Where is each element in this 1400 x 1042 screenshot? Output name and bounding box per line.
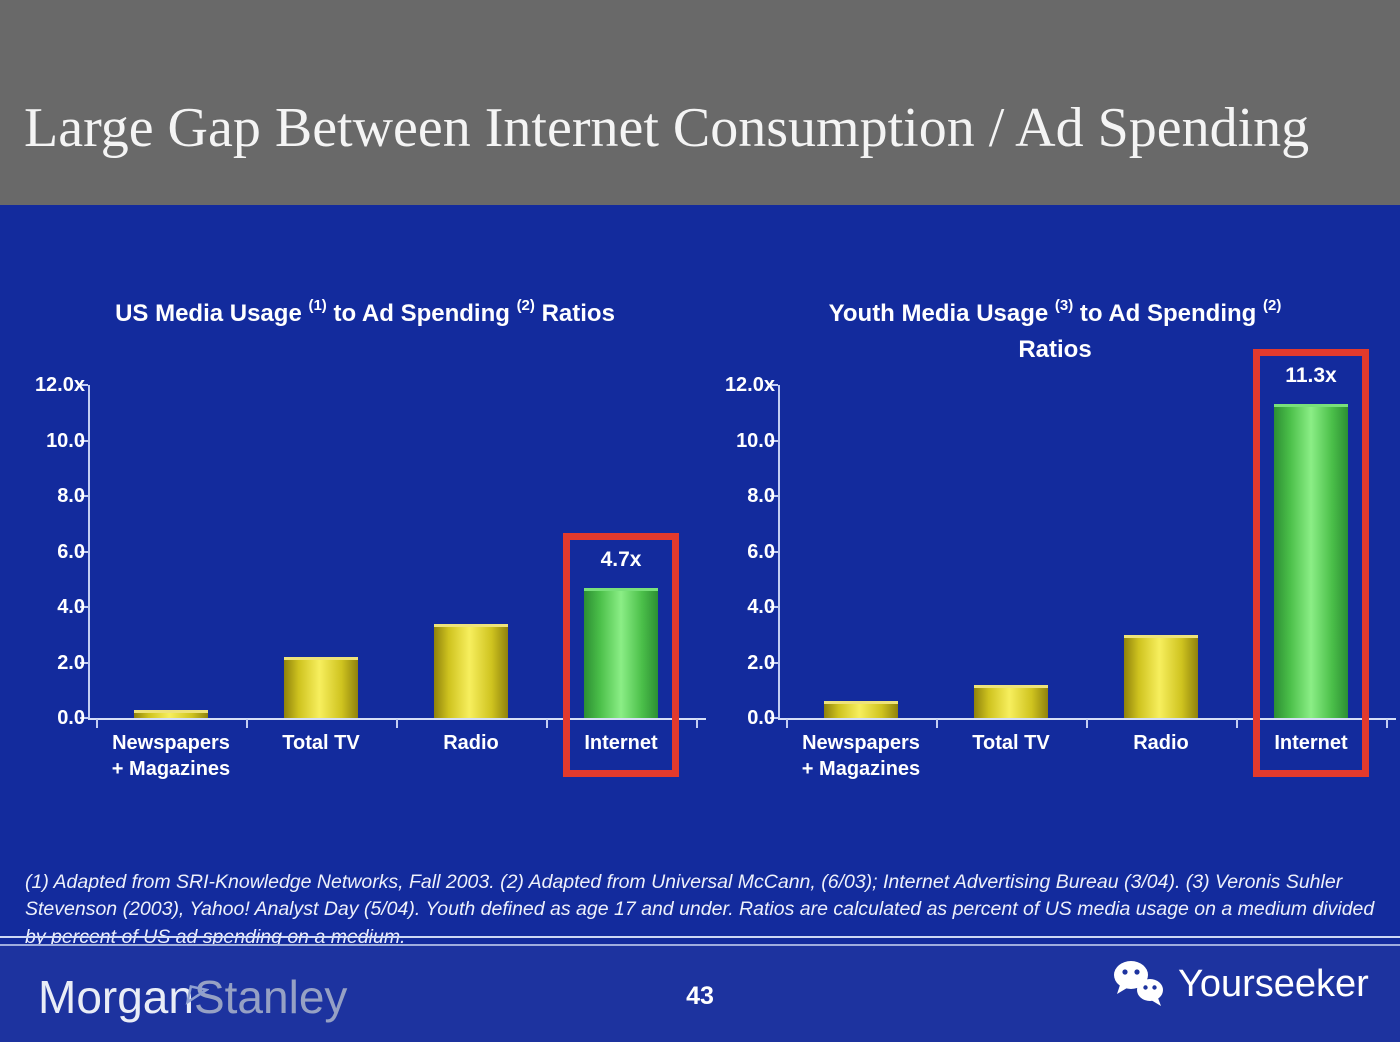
title-superscript: (1) (308, 297, 327, 314)
morgan-stanley-triangle-icon (185, 985, 209, 1005)
yourseeker-text: Yourseeker (1178, 963, 1369, 1005)
category-label: Radio (443, 732, 499, 754)
y-tick-label: 12.0x (34, 374, 85, 396)
bar-internet (1274, 404, 1348, 718)
bar-internet (584, 587, 658, 718)
category-label: Newspapers + Magazines (801, 732, 921, 780)
bar-total-tv (974, 684, 1048, 718)
title-superscript: (2) (516, 297, 535, 314)
bar-newspapers (824, 701, 898, 718)
bar-newspapers (134, 709, 208, 718)
category-label: Total TV (972, 732, 1050, 754)
y-tick-label: 6.0 (747, 540, 775, 563)
title-text: Ratios (1018, 336, 1092, 363)
y-axis-line (778, 385, 780, 718)
y-tick-mark (770, 495, 778, 497)
wechat-icon (1114, 961, 1163, 1006)
bar-radio (1124, 634, 1198, 718)
y-tick-mark (80, 606, 88, 608)
chart-us-media-usage: US Media Usage (1) to Ad Spending (2) Ra… (30, 280, 706, 800)
y-tick-mark (80, 439, 88, 442)
bar-value-label: 4.7x (600, 547, 642, 571)
chart-title: US Media Usage (1) to Ad Spending (2) Ra… (30, 290, 700, 332)
y-tick-mark (80, 661, 88, 664)
y-tick-mark (770, 661, 778, 664)
y-tick-label: 0.0 (57, 707, 85, 729)
title-text: Youth Media Usage (828, 300, 1055, 327)
y-tick-label: 12.0x (724, 374, 775, 396)
y-tick-mark (80, 550, 88, 553)
y-axis-line (88, 385, 90, 718)
y-tick-label: 6.0 (57, 540, 85, 563)
y-tick-label: 2.0 (747, 651, 775, 674)
slide-header: Large Gap Between Internet Consumption /… (0, 0, 1400, 205)
highlight-box (1253, 349, 1369, 777)
footer-divider (0, 936, 1400, 946)
category-label: Total TV (282, 732, 360, 754)
bar-radio (434, 623, 508, 718)
y-tick-label: 10.0 (736, 429, 775, 452)
y-tick-mark (770, 550, 778, 553)
bar-value-label: 11.3x (1285, 364, 1337, 388)
y-tick-mark (770, 384, 778, 386)
y-tick-label: 0.0 (747, 707, 775, 729)
title-text: to Ad Spending (326, 300, 517, 327)
chart-youth-media-usage: Youth Media Usage (3) to Ad Spending (2)… (720, 280, 1396, 800)
y-tick-mark (770, 439, 778, 442)
chart-title: Youth Media Usage (3) to Ad Spending (2)… (720, 290, 1390, 368)
footnote: (1) Adapted from SRI-Knowledge Networks,… (25, 871, 1375, 948)
y-tick-label: 2.0 (57, 651, 85, 674)
y-tick-mark (80, 384, 88, 386)
y-tick-label: 10.0 (46, 429, 85, 452)
x-tick-mark (96, 719, 98, 728)
logo-text-morgan: Morgan (38, 971, 194, 1023)
y-tick-label: 4.0 (57, 596, 85, 618)
yourseeker-logo: Yourseeker (1112, 960, 1369, 1008)
bar-total-tv (284, 656, 358, 718)
title-superscript: (3) (1054, 297, 1074, 314)
y-tick-mark (80, 717, 88, 719)
x-tick-mark (546, 719, 548, 728)
logo-text-stanley: Stanley (193, 971, 348, 1023)
title-text: US Media Usage (115, 300, 309, 327)
x-tick-mark (786, 719, 788, 728)
category-label: Radio (1133, 732, 1189, 754)
category-label: Internet (1274, 732, 1348, 754)
x-tick-mark (936, 719, 938, 728)
title-text: Ratios (534, 300, 615, 327)
x-tick-mark (1386, 719, 1388, 728)
x-tick-mark (396, 719, 398, 728)
footer-bar: MorganStanley 43 Yourseeker (0, 946, 1400, 1042)
page-number: 43 (686, 982, 714, 1010)
category-label: Newspapers + Magazines (111, 732, 231, 780)
y-tick-mark (770, 717, 778, 719)
slide-title: Large Gap Between Internet Consumption /… (24, 97, 1310, 159)
title-superscript: (2) (1263, 297, 1282, 314)
title-text: to Ad Spending (1073, 300, 1263, 327)
category-label: Internet (584, 732, 658, 754)
y-tick-mark (80, 495, 88, 497)
y-tick-label: 8.0 (57, 485, 85, 507)
y-tick-mark (770, 606, 778, 608)
x-tick-mark (1236, 719, 1238, 728)
highlight-box (563, 532, 679, 777)
y-tick-label: 8.0 (747, 485, 775, 507)
y-tick-label: 4.0 (747, 596, 775, 618)
morgan-stanley-logo: MorganStanley (38, 974, 347, 1020)
x-tick-mark (696, 719, 698, 728)
x-tick-mark (246, 719, 248, 728)
x-tick-mark (1086, 719, 1088, 728)
